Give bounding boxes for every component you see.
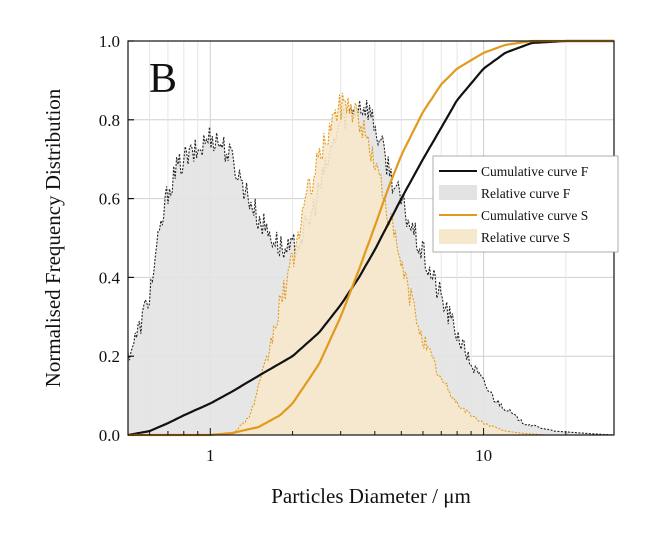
y-tick-label: 1.0 — [99, 32, 120, 51]
legend-swatch-area — [439, 185, 477, 200]
legend: Cumulative curve F Relative curve F Cumula… — [432, 155, 619, 253]
y-tick-label: 0.4 — [99, 268, 121, 287]
legend-swatch-area — [439, 229, 477, 244]
axis-ticks: 0.0 0.2 0.4 0.6 0.8 1.0 1 10 — [99, 32, 567, 465]
y-tick-label: 0.6 — [99, 190, 120, 209]
legend-entry-label: Relative curve F — [481, 186, 571, 201]
legend-entry-label: Cumulative curve F — [481, 164, 589, 179]
y-axis-label: Normalised Frequency Distribution — [41, 88, 65, 387]
y-tick-label: 0.8 — [99, 111, 120, 130]
x-tick-label: 10 — [475, 446, 492, 465]
cumulative-curve-line — [127, 39, 614, 437]
x-tick-label: 1 — [206, 446, 215, 465]
legend-entry-label: Relative curve S — [481, 230, 570, 245]
y-tick-label: 0.2 — [99, 347, 120, 366]
legend-entry-label: Cumulative curve S — [481, 208, 588, 223]
x-axis-label: Particles Diameter / μm — [271, 484, 471, 508]
y-tick-label: 0.0 — [99, 426, 120, 445]
relative-curve-outline — [127, 99, 615, 436]
panel-label: B — [149, 56, 177, 102]
relative-area-fill — [128, 92, 614, 436]
